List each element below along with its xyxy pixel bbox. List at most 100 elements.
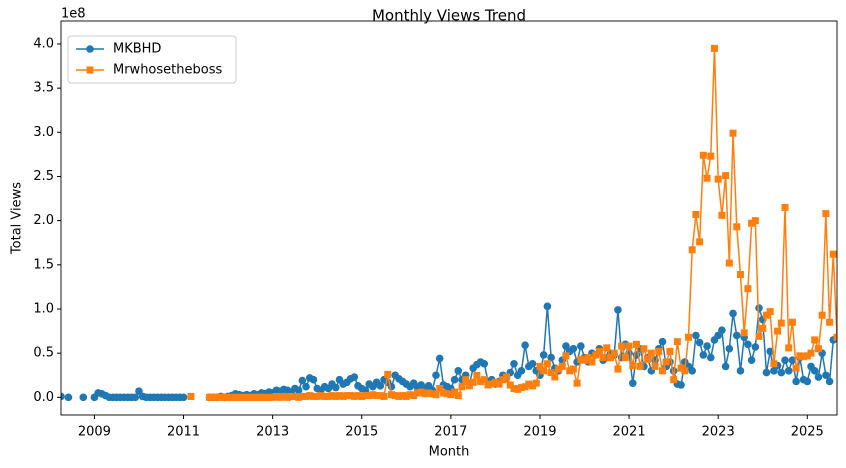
data-point <box>755 304 763 312</box>
data-point <box>232 393 240 401</box>
data-point <box>566 367 574 375</box>
axes-frame <box>60 20 838 416</box>
data-point <box>725 259 733 267</box>
x-axis-label: Month <box>429 445 470 460</box>
data-point <box>265 393 273 401</box>
data-point <box>532 379 540 387</box>
data-point <box>350 392 358 400</box>
data-point <box>751 343 760 351</box>
x-tick-label: 2023 <box>702 425 735 440</box>
data-point <box>228 393 236 401</box>
data-point <box>766 347 774 356</box>
data-point <box>250 393 258 401</box>
data-point <box>517 384 525 392</box>
data-point <box>309 392 317 400</box>
data-point <box>621 354 629 362</box>
data-point <box>766 308 774 316</box>
data-point <box>306 392 314 400</box>
data-point <box>458 383 466 391</box>
data-point <box>569 344 578 353</box>
data-point <box>436 384 444 392</box>
data-point <box>499 376 507 384</box>
data-point <box>826 318 834 326</box>
data-point <box>811 336 819 344</box>
data-point <box>562 342 570 350</box>
data-point <box>569 365 577 373</box>
data-point <box>543 360 551 368</box>
legend-label: MKBHD <box>113 42 161 57</box>
data-point <box>439 389 447 397</box>
data-point <box>254 393 262 401</box>
x-tick-label: 2017 <box>434 425 467 440</box>
data-point <box>688 246 696 254</box>
data-point <box>625 342 633 350</box>
data-point <box>818 311 826 319</box>
data-point <box>521 383 529 391</box>
data-point <box>361 392 369 400</box>
data-point <box>450 375 459 384</box>
y-tick-label: 0.0 <box>33 390 54 405</box>
data-point <box>651 362 659 370</box>
data-point <box>695 338 704 347</box>
data-point <box>670 376 678 384</box>
data-point <box>710 44 718 52</box>
data-point <box>298 392 306 400</box>
data-point <box>796 352 804 360</box>
x-tick-label: 2009 <box>78 425 111 440</box>
data-point <box>732 331 741 340</box>
x-tick-label: 2015 <box>345 425 378 440</box>
x-tick-label: 2021 <box>613 425 646 440</box>
data-point <box>644 355 652 363</box>
data-point <box>814 345 822 353</box>
data-point <box>744 340 752 349</box>
data-point <box>577 355 585 363</box>
data-point <box>465 382 473 390</box>
data-point <box>506 381 514 389</box>
data-point <box>179 393 188 402</box>
data-point <box>673 338 681 346</box>
data-point <box>725 344 734 353</box>
y-tick-label: 2.0 <box>33 213 54 228</box>
data-point <box>272 392 280 400</box>
data-point <box>784 367 793 375</box>
data-point <box>770 360 778 368</box>
data-point <box>280 392 288 400</box>
data-point <box>814 373 823 381</box>
data-point <box>321 392 329 400</box>
data-point <box>785 344 793 352</box>
data-point <box>677 381 685 389</box>
data-point <box>607 354 615 362</box>
data-point <box>454 367 463 375</box>
data-point <box>276 393 284 401</box>
data-point <box>547 353 555 362</box>
data-point <box>495 380 503 388</box>
data-point <box>696 238 704 246</box>
data-point <box>79 393 88 402</box>
data-point <box>573 379 581 387</box>
data-point <box>833 333 837 341</box>
y-tick-label: 3.0 <box>33 125 54 140</box>
chart-title: Monthly Views Trend <box>372 7 526 25</box>
legend-marker <box>86 66 94 74</box>
data-point <box>491 378 499 386</box>
data-point <box>614 365 622 373</box>
data-point <box>774 327 782 335</box>
y-tick-label: 1.0 <box>33 301 54 316</box>
data-point <box>747 356 756 365</box>
data-point <box>707 152 715 160</box>
data-point <box>762 368 771 377</box>
data-point <box>588 358 596 366</box>
data-point <box>662 358 670 366</box>
data-point <box>628 379 637 387</box>
data-point <box>807 349 815 357</box>
data-point <box>677 364 685 372</box>
data-point <box>733 223 741 231</box>
data-point <box>243 393 251 401</box>
data-point <box>209 393 217 401</box>
data-point <box>803 377 812 386</box>
data-point <box>473 371 481 379</box>
data-point <box>562 352 570 360</box>
data-point <box>402 392 410 400</box>
data-point <box>640 345 648 353</box>
data-point <box>603 344 611 352</box>
